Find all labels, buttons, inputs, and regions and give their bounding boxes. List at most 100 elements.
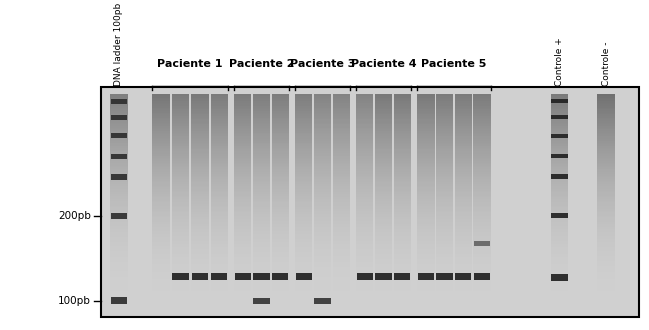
Bar	[234, 244, 252, 246]
Bar	[191, 96, 209, 98]
Bar	[314, 237, 331, 239]
Bar	[474, 206, 491, 207]
Bar	[253, 151, 271, 152]
Bar	[210, 234, 228, 236]
Bar	[598, 197, 615, 199]
Bar	[417, 141, 435, 143]
Bar	[171, 211, 190, 213]
Bar	[436, 138, 454, 139]
Bar	[152, 134, 170, 136]
Bar	[356, 231, 374, 232]
Bar	[393, 289, 411, 290]
Bar	[474, 226, 491, 227]
Bar	[598, 171, 615, 173]
Text: 200pb: 200pb	[58, 211, 91, 221]
Bar	[333, 285, 350, 287]
Bar	[356, 269, 374, 271]
Bar	[295, 282, 313, 284]
Bar	[171, 123, 190, 124]
Bar	[191, 149, 209, 151]
Bar	[234, 266, 252, 267]
Bar	[393, 179, 411, 181]
Bar	[437, 273, 453, 280]
Bar	[356, 192, 374, 194]
Bar	[375, 284, 392, 285]
Bar	[454, 169, 472, 171]
Bar	[598, 207, 615, 209]
Bar	[356, 104, 374, 106]
Bar	[271, 119, 289, 121]
Bar	[417, 290, 435, 292]
Bar	[253, 161, 271, 162]
Bar	[171, 216, 190, 217]
Bar	[474, 271, 491, 272]
Bar	[393, 109, 411, 111]
Bar	[436, 266, 454, 267]
Bar	[417, 241, 435, 242]
Bar	[375, 113, 392, 114]
Bar	[474, 261, 491, 262]
Bar	[191, 214, 209, 216]
Bar	[436, 194, 454, 196]
Bar	[271, 277, 289, 279]
Bar	[375, 116, 392, 117]
Bar	[417, 267, 435, 269]
Bar	[234, 128, 252, 129]
Bar	[191, 267, 209, 269]
Bar	[171, 222, 190, 224]
Bar	[110, 242, 127, 244]
Bar	[152, 154, 170, 156]
Bar	[191, 287, 209, 289]
Bar	[210, 199, 228, 201]
Bar	[314, 113, 331, 114]
Bar	[152, 280, 170, 282]
Bar	[295, 169, 313, 171]
Bar	[393, 214, 411, 216]
Bar	[110, 211, 127, 213]
Bar	[454, 207, 472, 209]
Bar	[314, 101, 331, 103]
Bar	[271, 239, 289, 241]
Bar	[454, 151, 472, 152]
Bar	[550, 108, 569, 109]
Bar	[110, 199, 127, 201]
Bar	[110, 206, 127, 207]
Bar	[417, 99, 435, 101]
Bar	[295, 213, 313, 214]
Bar	[598, 121, 615, 123]
Bar	[474, 159, 491, 161]
Bar	[234, 207, 252, 209]
Bar	[314, 277, 331, 279]
Bar	[474, 241, 491, 242]
Bar	[271, 157, 289, 159]
Bar	[436, 242, 454, 244]
Bar	[474, 277, 491, 279]
Bar	[454, 224, 472, 226]
Bar	[454, 171, 472, 173]
Bar	[110, 259, 127, 261]
Bar	[333, 277, 350, 279]
Bar	[436, 174, 454, 176]
Bar	[393, 114, 411, 116]
Bar	[171, 96, 190, 98]
Bar	[152, 269, 170, 271]
Bar	[436, 186, 454, 187]
Bar	[171, 179, 190, 181]
Bar	[191, 194, 209, 196]
Bar	[234, 184, 252, 186]
Bar	[550, 257, 569, 259]
Bar	[253, 262, 271, 264]
Bar	[333, 224, 350, 226]
Bar	[550, 247, 569, 249]
Bar	[454, 143, 472, 144]
Bar	[210, 169, 228, 171]
Bar	[598, 252, 615, 254]
Bar	[171, 164, 190, 166]
Bar	[393, 222, 411, 224]
Bar	[474, 229, 491, 231]
Bar	[454, 290, 472, 292]
Bar	[110, 250, 127, 252]
Bar	[474, 136, 491, 138]
Bar	[210, 279, 228, 280]
Bar	[295, 211, 313, 213]
